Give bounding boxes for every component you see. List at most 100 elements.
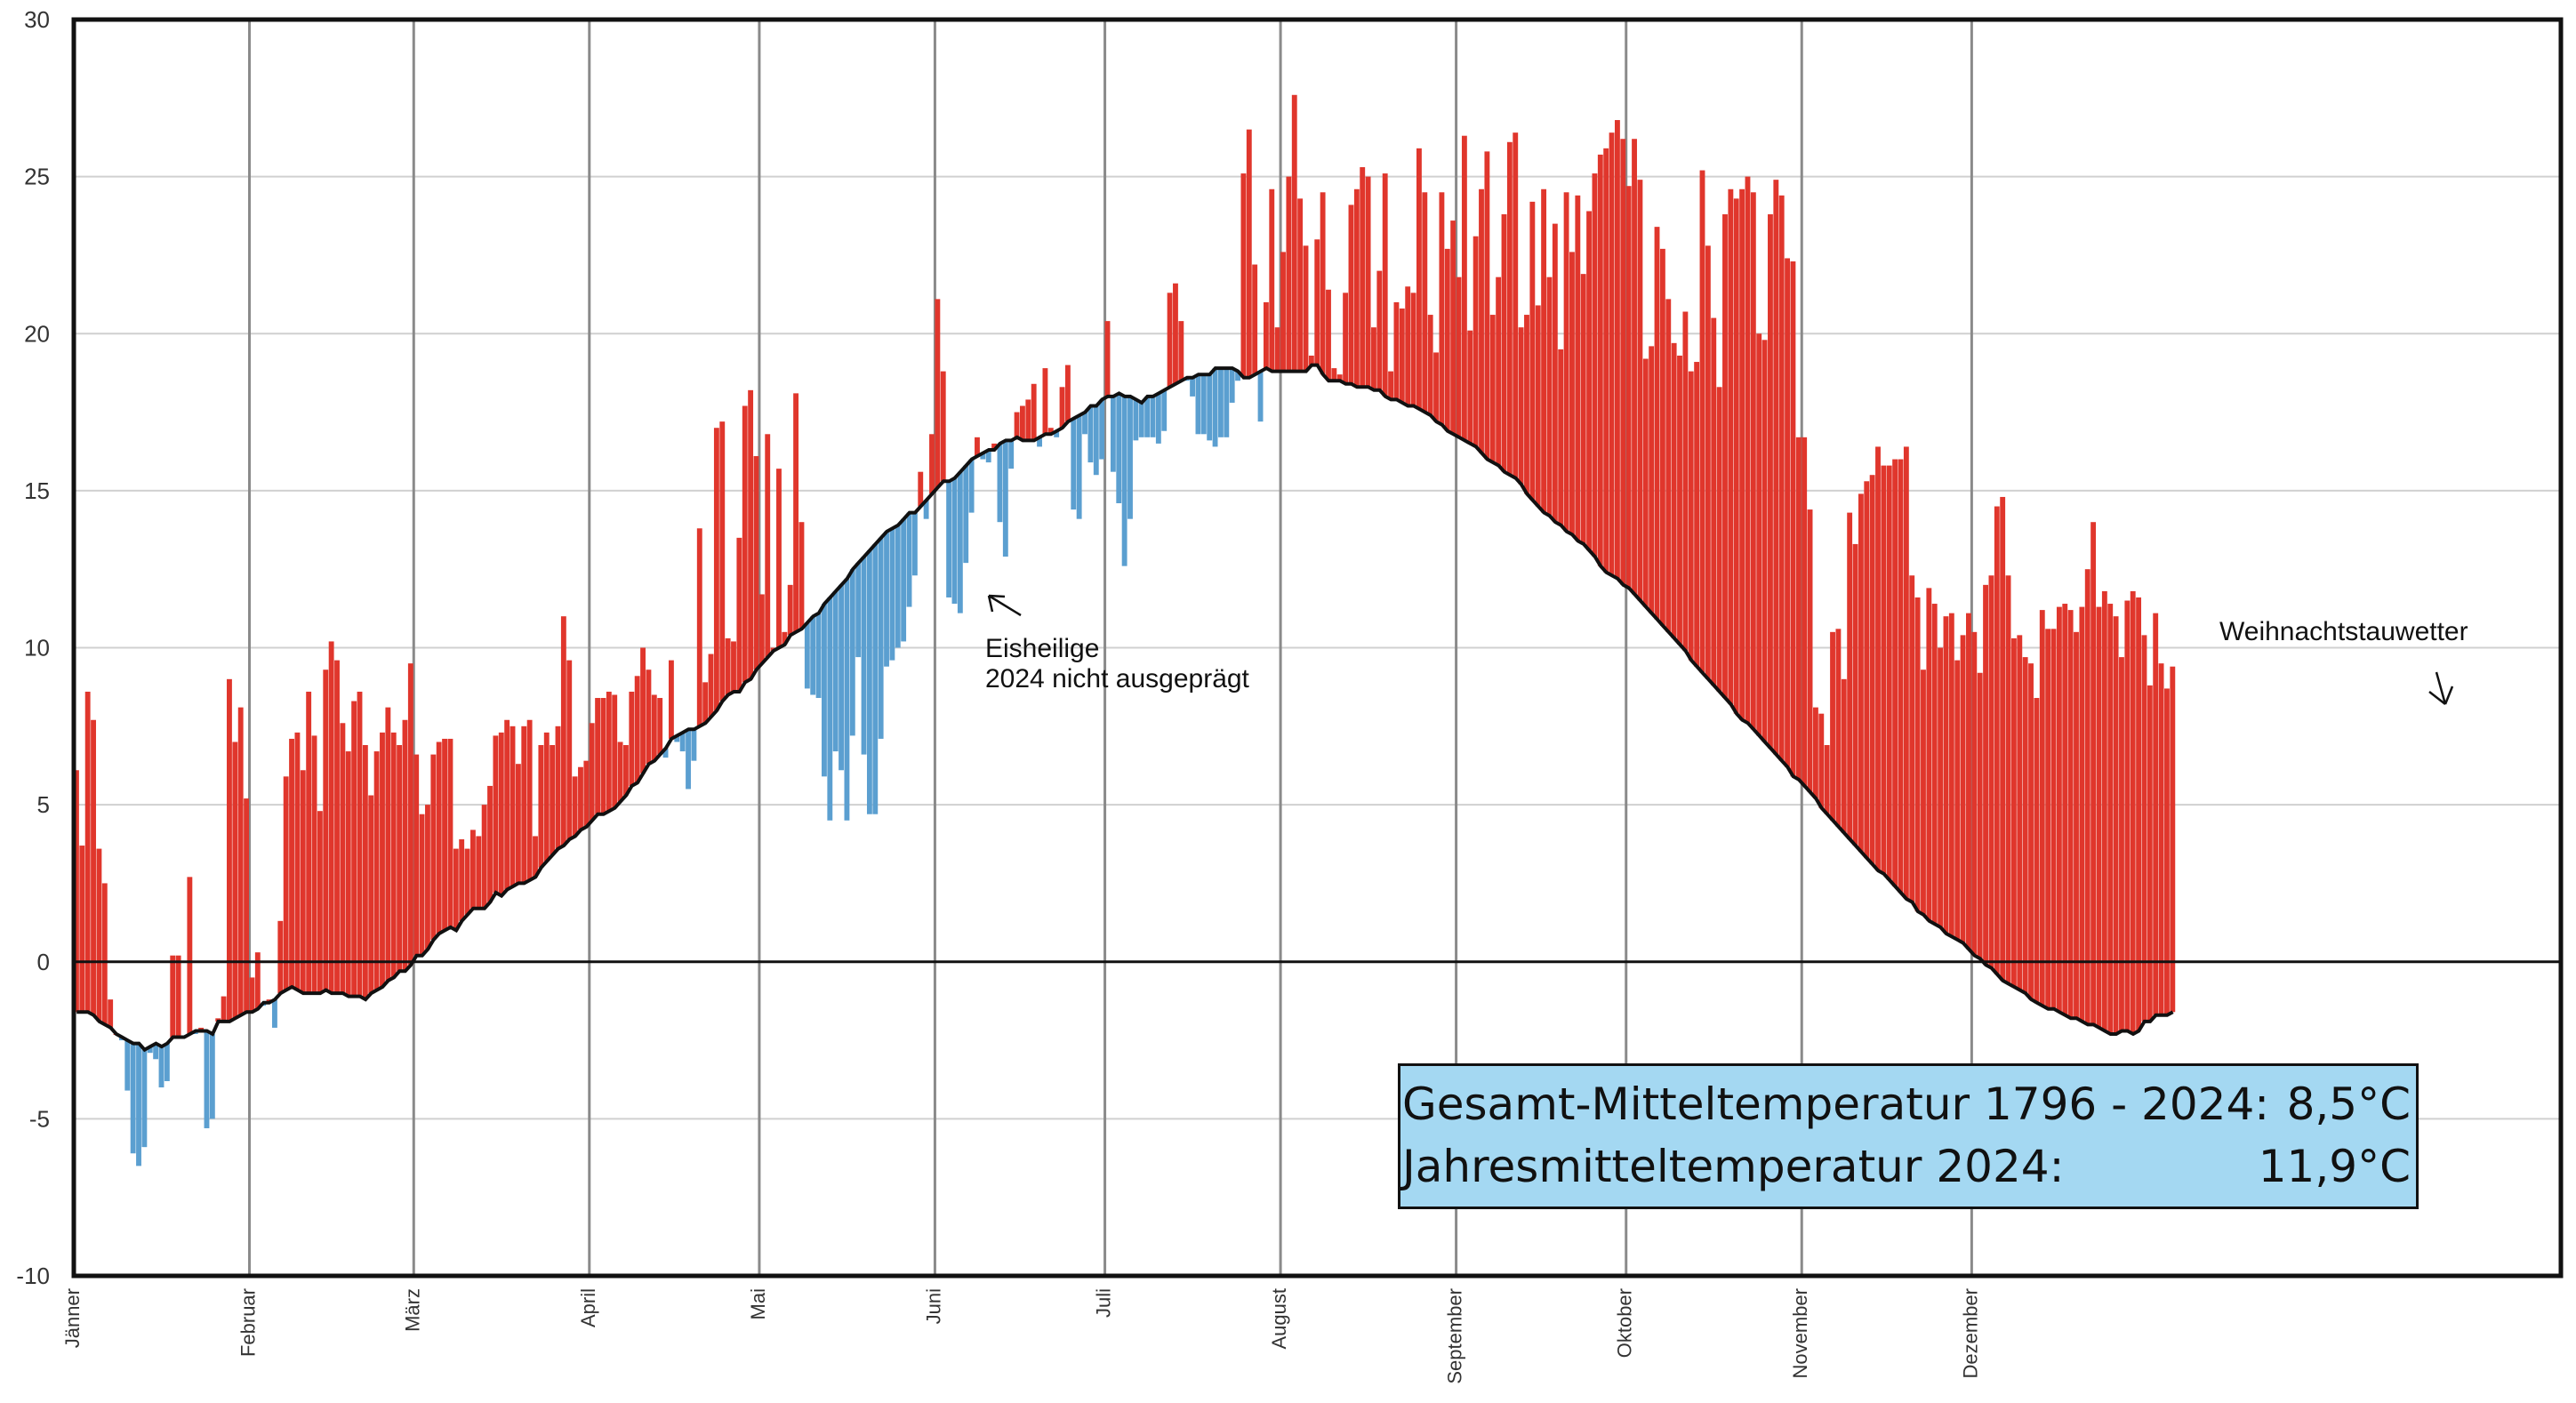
bar-below-mean [662,748,669,758]
bar-above-mean [629,691,635,786]
bar-above-mean [1943,616,1949,934]
bar-above-mean [84,691,91,1013]
bar-above-mean [1388,371,1394,400]
bar-above-mean [1864,481,1870,859]
bar-above-mean [419,814,425,956]
bar-above-mean [1745,176,1751,724]
bar-above-mean [1025,399,1031,441]
bar-below-mean [1190,377,1196,397]
month-label: Mai [747,1288,769,1319]
bar-below-mean [1195,374,1201,435]
y-tick-label: 20 [24,320,50,347]
bar-above-mean [1931,604,1938,925]
bar-above-mean [74,770,79,1013]
bar-above-mean [1858,493,1864,853]
bar-above-mean [1484,151,1490,460]
bar-above-mean [1761,340,1768,742]
temperature-info-box: Gesamt-Mitteltemperatur 1796 - 2024: 8,5… [1398,1063,2419,1209]
bar-above-mean [1280,252,1286,372]
month-label: Jänner [61,1288,84,1348]
bar-above-mean [306,691,312,994]
month-label: März [401,1288,423,1332]
bar-below-mean [271,999,277,1028]
bar-below-mean [1008,440,1015,469]
bar-above-mean [277,920,284,994]
bar-above-mean [175,955,181,1038]
info-value: 8,5°C [2286,1078,2411,1130]
bar-above-mean [1671,342,1677,638]
bar-above-mean [2050,629,2057,1009]
bar-above-mean [459,838,465,921]
bar-above-mean [1336,374,1343,381]
bar-below-mean [849,569,855,736]
bar-above-mean [1649,346,1655,613]
bar-above-mean [1269,188,1275,372]
bar-above-mean [758,594,765,664]
bar-above-mean [91,719,96,1015]
bar-above-mean [1506,141,1513,476]
bar-below-mean [872,543,879,814]
bar-above-mean [1064,365,1071,422]
bar-above-mean [289,738,294,988]
y-tick-label: -10 [16,1263,50,1289]
bar-above-mean [1960,635,1966,943]
bar-above-mean [380,732,385,988]
bar-above-mean [1535,305,1541,507]
bar-above-mean [487,785,493,902]
bar-above-mean [589,723,595,821]
bar-above-mean [357,691,363,997]
bar-above-mean [368,795,374,994]
bar-above-mean [1167,293,1173,388]
y-tick-label: 0 [37,949,50,975]
bar-above-mean [617,742,623,802]
bar-above-mean [2034,698,2040,1003]
bar-above-mean [1360,167,1366,388]
bar-above-mean [1524,315,1529,494]
bar-below-mean [1037,437,1042,447]
bar-above-mean [2045,629,2051,1009]
bar-above-mean [515,764,521,884]
bar-above-mean [1795,437,1802,780]
y-tick-label: 30 [24,6,50,33]
bar-above-mean [311,735,317,994]
bar-above-mean [713,428,719,711]
bar-below-mean [822,604,827,777]
bar-above-mean [1909,575,1915,902]
bar-below-mean [147,1046,153,1054]
bar-above-mean [2084,569,2090,1025]
y-axis-ticks: 30 25 20 15 10 5 0 -5 -10 [16,6,50,1289]
bar-above-mean [2141,635,2147,1022]
bar-above-mean [334,660,340,994]
bar-above-mean [1886,465,1892,880]
bar-above-mean [572,776,578,837]
bar-above-mean [373,751,380,990]
bar-above-mean [362,745,368,1000]
bar-below-mean [136,1043,141,1166]
bar-above-mean [1785,258,1790,767]
bar-below-mean [923,500,929,519]
bar-above-mean [651,694,657,761]
bar-below-mean [1121,396,1128,566]
bar-above-mean [2113,616,2119,1034]
bar-above-mean [623,745,629,796]
bar-above-mean [170,955,176,1038]
bar-above-mean [1665,299,1672,632]
bar-below-mean [1150,396,1156,437]
bar-below-mean [951,477,958,605]
bar-above-mean [1835,629,1842,827]
bar-above-mean [606,691,612,812]
bar-above-mean [1552,223,1558,523]
bar-above-mean [1892,459,1898,886]
bar-above-mean [1869,475,1875,865]
bar-above-mean [2090,522,2097,1025]
bar-above-mean [1444,248,1450,431]
bar-above-mean [328,641,334,994]
bar-above-mean [221,996,227,1022]
bar-above-mean [481,805,487,909]
bar-above-mean [1994,506,2000,974]
y-tick-label: 5 [37,791,50,818]
bar-above-mean [2158,663,2164,1015]
bar-above-mean [526,719,533,880]
bar-above-mean [1020,405,1025,441]
